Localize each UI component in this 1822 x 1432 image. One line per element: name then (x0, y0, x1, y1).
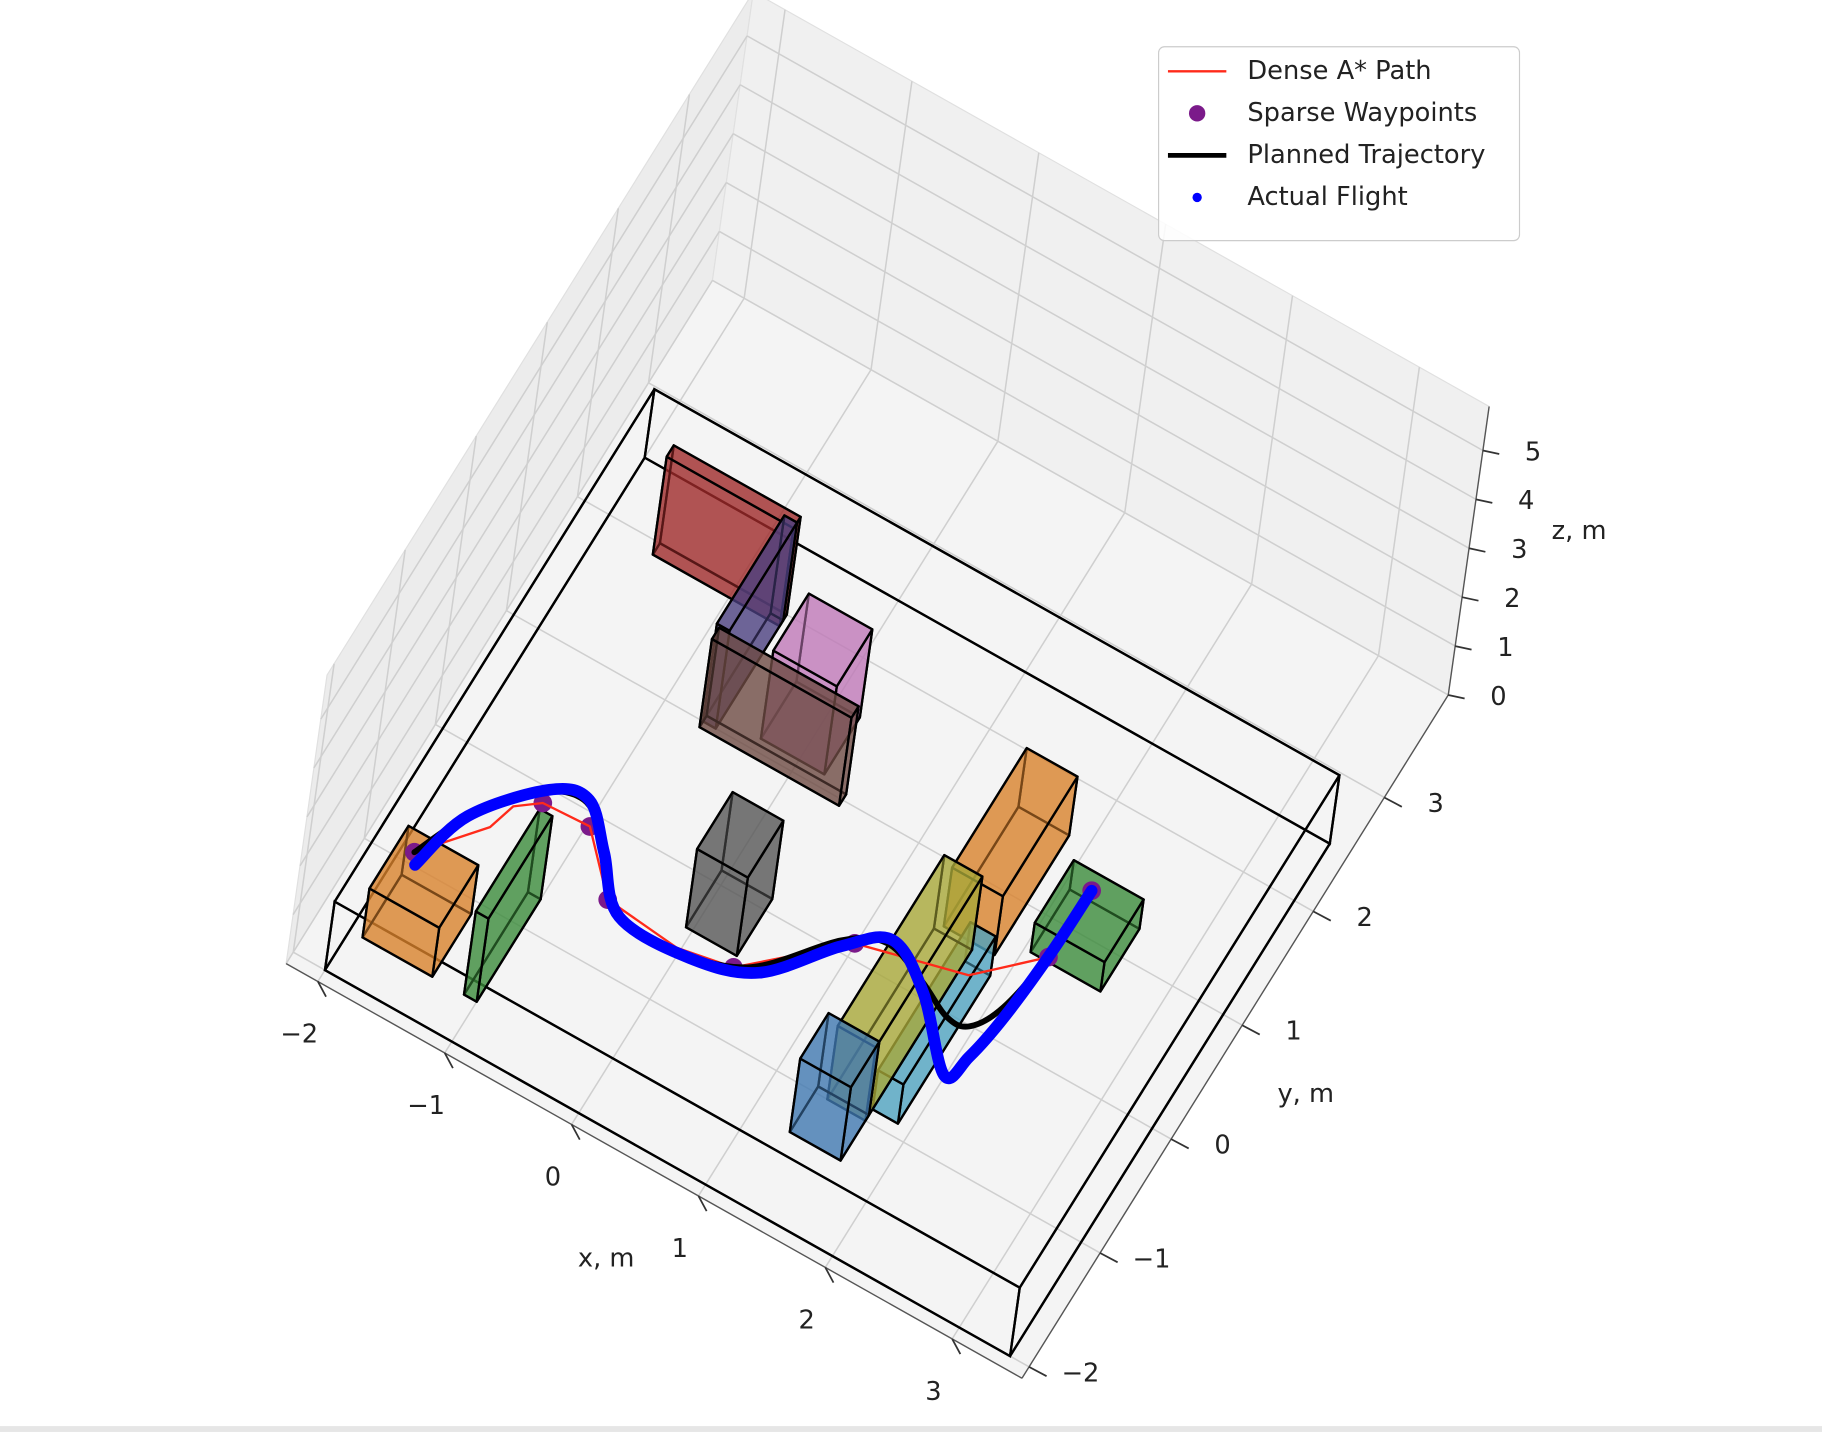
x-tick-label: 2 (798, 1306, 814, 1336)
grid-line (648, 382, 1385, 799)
grid-line (743, 9, 786, 299)
obstacle (462, 807, 554, 1003)
boundary-box (323, 387, 1342, 1358)
z-tick-label: 2 (1504, 584, 1520, 614)
x-axis-label: x, m (578, 1244, 635, 1274)
obstacle (788, 1011, 881, 1162)
y-tick-label: 0 (1214, 1131, 1230, 1161)
y-tick (1170, 1138, 1190, 1150)
y-tick (1099, 1252, 1119, 1264)
y-tick (1028, 1366, 1047, 1377)
x-tick-label: −1 (407, 1091, 445, 1121)
grid-line (725, 181, 1463, 598)
obstacle (361, 824, 480, 978)
legend-label: Sparse Waypoints (1247, 98, 1477, 128)
bottom-strip (0, 1426, 1822, 1432)
z-tick (1461, 596, 1479, 602)
y-tick (1241, 1024, 1261, 1036)
grid-line (997, 152, 1040, 442)
x-tick-label: 1 (672, 1234, 688, 1264)
grid-line (285, 279, 714, 965)
x-tick (824, 1267, 835, 1284)
obstacle-face (772, 592, 874, 688)
z-tick (1475, 498, 1493, 504)
y-tick-label: 3 (1428, 789, 1444, 819)
x-tick (570, 1124, 581, 1141)
axes: −2 −1 0 1 2 3 −2 −1 0 1 2 3 0 1 2 3 4 5 (280, 406, 1541, 1407)
legend-marker (1192, 192, 1202, 203)
grid-line (1377, 367, 1421, 656)
grid-line (320, 35, 748, 720)
x-tick (697, 1195, 708, 1212)
grid-line (719, 230, 1456, 647)
grid-line (1124, 224, 1167, 513)
grid-line (712, 279, 1449, 696)
legend-label: Planned Trajectory (1247, 140, 1485, 170)
legend-label: Actual Flight (1247, 182, 1407, 212)
grid-line (697, 512, 1126, 1197)
obstacle-face (665, 444, 802, 530)
axis-line (285, 962, 1023, 1379)
z-tick-label: 3 (1511, 535, 1527, 565)
z-tick-label: 1 (1497, 633, 1513, 663)
obstacle-face (710, 626, 860, 719)
x-tick (317, 981, 327, 998)
z-axis-label: z, m (1552, 516, 1607, 546)
grid-line (306, 133, 734, 818)
x-tick-label: −2 (280, 1020, 318, 1050)
paths (405, 782, 1102, 1085)
z-tick (1455, 645, 1472, 651)
obstacle-face (368, 824, 480, 929)
legend-label: Dense A* Path (1247, 56, 1431, 86)
obstacle (684, 790, 785, 958)
grid-line (732, 133, 1470, 549)
z-tick (1482, 449, 1500, 455)
grid-line (1250, 295, 1294, 585)
y-tick-label: 1 (1285, 1017, 1301, 1047)
panes (285, 0, 1490, 1380)
obstacle-face (695, 790, 785, 879)
y-tick-label: 2 (1356, 903, 1372, 933)
z-tick (1468, 547, 1486, 553)
y-tick (1383, 796, 1403, 808)
axis-line (1021, 694, 1449, 1379)
grid (285, 9, 1484, 1368)
z-tick (1448, 694, 1465, 700)
z-tick-label: 5 (1525, 437, 1541, 467)
grid-line (746, 35, 1484, 452)
y-tick-label: −1 (1133, 1244, 1171, 1274)
z-tick-label: 4 (1518, 486, 1534, 516)
boundary-face (323, 899, 1021, 1358)
obstacles (323, 387, 1342, 1358)
grid-line (870, 81, 913, 370)
obstacle (698, 626, 860, 807)
legend-marker (1188, 105, 1206, 122)
trajectory-line (413, 801, 1093, 977)
x-tick-label: 3 (925, 1377, 941, 1407)
legend: Dense A* Path Sparse Waypoints Planned Tra… (1158, 46, 1521, 242)
x-tick-label: 0 (545, 1163, 561, 1193)
x-tick (443, 1052, 454, 1069)
grid-line (951, 655, 1380, 1340)
grid-line (739, 84, 1477, 501)
grid-line (313, 84, 741, 769)
obstacle-face (950, 746, 1079, 898)
y-tick (1312, 910, 1332, 922)
obstacle (1029, 859, 1145, 993)
obstacle-face (799, 1011, 881, 1089)
obstacle-face (715, 514, 799, 632)
x-tick (951, 1338, 962, 1355)
grid-line (292, 231, 721, 916)
y-tick-label: −2 (1062, 1358, 1100, 1388)
grid-line (570, 440, 999, 1125)
legend-box (1158, 46, 1521, 242)
y-axis-label: y, m (1277, 1079, 1334, 1109)
z-tick-label: 0 (1490, 682, 1506, 712)
grid-line (299, 182, 727, 867)
obstacle-face (474, 807, 554, 920)
actual-flight (409, 782, 1098, 1085)
